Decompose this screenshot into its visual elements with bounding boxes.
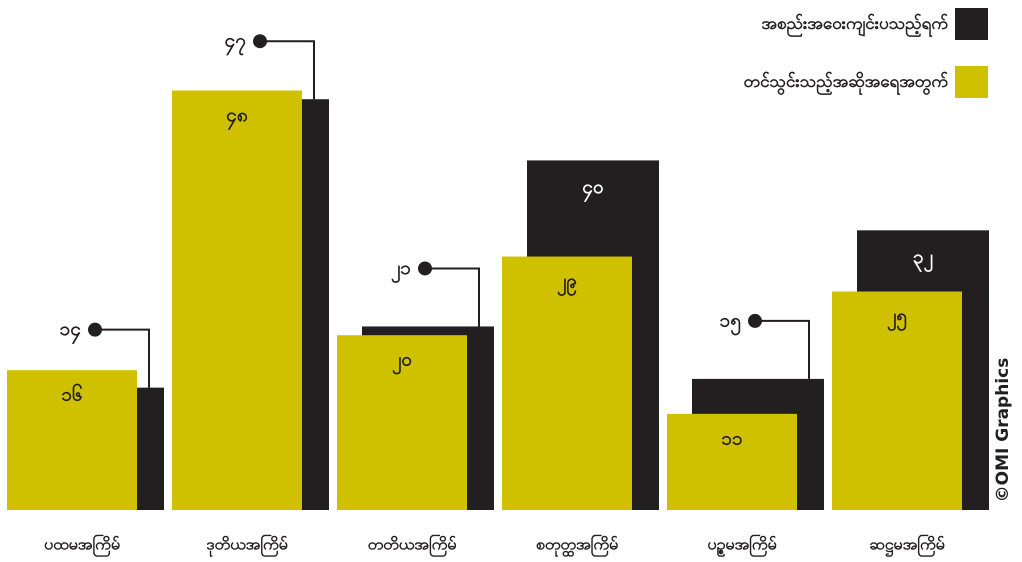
value-label: ၁၄ (60, 318, 81, 345)
bar (337, 335, 467, 510)
callout-dot (88, 322, 102, 337)
value-label: ၁၆ (61, 382, 83, 406)
callout-dot (253, 34, 267, 49)
callout-line (755, 319, 810, 379)
bar (667, 413, 797, 510)
bar (502, 256, 632, 510)
value-label: ၂၉ (557, 270, 577, 297)
value-label: ၂၁ (391, 257, 411, 284)
callout-dot (748, 313, 762, 328)
value-label: ၄၀ (582, 176, 604, 203)
x-tick-label: ပဉ္စမအကြိမ် (707, 534, 777, 558)
x-tick-label: ပထမအကြိမ် (44, 534, 121, 558)
bar (832, 291, 962, 510)
value-label: ၄၇ (225, 30, 247, 57)
value-label: ၄၈ (226, 104, 248, 131)
bar (172, 90, 302, 510)
legend-swatch (955, 8, 988, 40)
x-tick-label: စတုတ္ထအကြိမ် (536, 534, 619, 558)
credit: ©OMI Graphics (993, 358, 1013, 503)
callout-line (425, 267, 480, 327)
legend-label: တင်သွင်းသည့်အဆိုအရေအတွက် (744, 71, 949, 96)
x-tick-label: တတိယအကြိမ် (368, 534, 458, 558)
legend-label: အစည်းအဝေးကျင်းပသည့်ရက် (761, 13, 948, 38)
value-label: ၁၁ (721, 427, 743, 449)
bar (7, 370, 137, 510)
value-label: ၃၂ (913, 246, 933, 273)
value-label: ၁၅ (720, 309, 742, 336)
value-label: ၂၅ (887, 305, 907, 332)
x-tick-label: ဒုတိယအကြိမ် (206, 534, 288, 558)
legend-swatch (955, 66, 988, 98)
x-tick-label: ဆဋ္ဌမအကြိမ် (869, 534, 945, 558)
callout-dot (418, 261, 432, 276)
callout-line (95, 328, 150, 388)
value-label: ၂၀ (392, 349, 412, 376)
callout-line (260, 40, 315, 100)
